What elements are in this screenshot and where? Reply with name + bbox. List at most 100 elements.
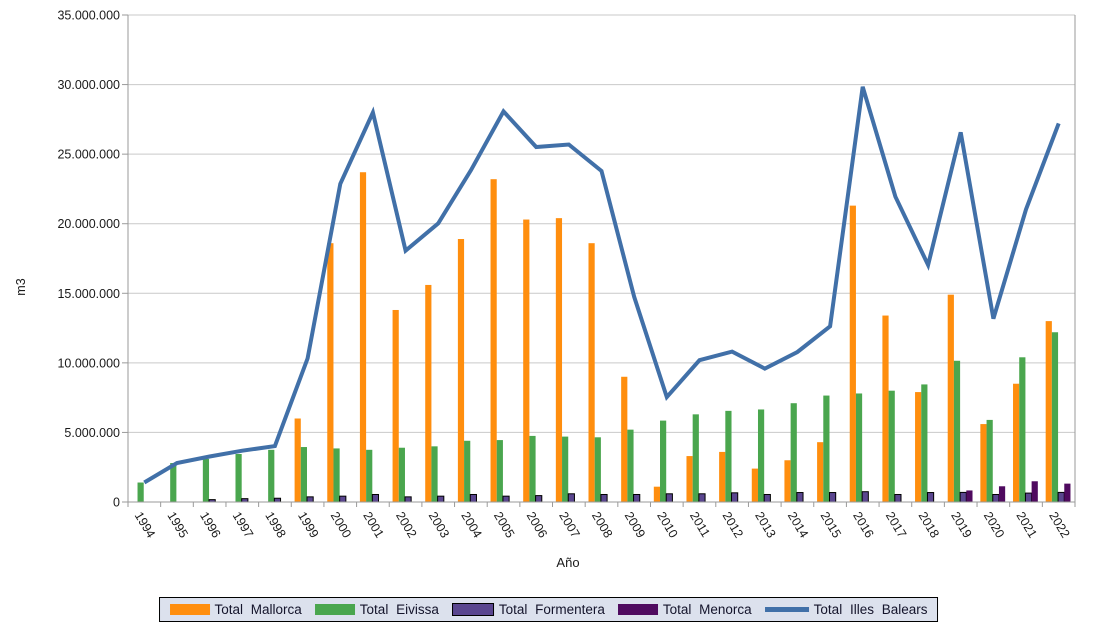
x-tick-label-1994: 1994 <box>132 509 158 540</box>
bar-total-formentera-2017 <box>894 493 902 503</box>
bar-total-eivissa-1998 <box>268 449 275 502</box>
bar-total-mallorca-2019 <box>947 294 954 502</box>
bar-total-eivissa-1996 <box>202 458 210 502</box>
x-tick-label-1995: 1995 <box>164 509 190 540</box>
legend-label-total-illes-balears: Total Illes Balears <box>813 602 928 617</box>
total-line <box>143 86 1061 485</box>
y-axis-title: m3 <box>14 278 28 295</box>
series-line-total-illes-balears <box>143 86 1061 485</box>
bar-total-eivissa-2002 <box>398 447 405 502</box>
x-axis-title: Año <box>556 555 579 570</box>
bar-total-mallorca-2015 <box>817 442 824 502</box>
legend-item-total-illes-balears: Total Illes Balears <box>764 602 928 617</box>
bar-total-formentera-2021 <box>1024 492 1033 503</box>
bar-total-eivissa-1995 <box>170 463 177 502</box>
x-tick-label-1998: 1998 <box>262 509 288 540</box>
bar-total-eivissa-2012 <box>725 410 732 502</box>
bar-total-formentera-2009 <box>633 493 641 503</box>
legend-item-total-formentera: Total Formentera <box>451 602 605 617</box>
bar-total-eivissa-2001 <box>366 449 373 502</box>
bar-total-mallorca-2007 <box>555 218 563 502</box>
bar-total-eivissa-1997 <box>235 454 242 502</box>
bar-total-eivissa-2017 <box>888 390 895 502</box>
bar-total-mallorca-2016 <box>849 205 856 502</box>
x-tick-label-1997: 1997 <box>230 509 256 540</box>
bar-total-mallorca-2005 <box>490 179 497 502</box>
bar-total-mallorca-2020 <box>980 424 987 502</box>
bar-total-mallorca-2001 <box>359 172 367 503</box>
bar-total-formentera-2004 <box>469 493 477 503</box>
y-tick-label-1: 5.000.000 <box>64 426 120 440</box>
bar-total-mallorca-2000 <box>327 243 334 502</box>
bar-total-formentera-2013 <box>763 493 771 503</box>
x-tick-label-2021: 2021 <box>1013 509 1039 540</box>
x-tick-label-2002: 2002 <box>393 509 419 540</box>
bar-total-mallorca-2022 <box>1045 321 1052 502</box>
y-axis-labels: 0 5.000.000 10.000.000 15.000.000 20.000.000… <box>57 9 120 510</box>
bar-total-eivissa-2011 <box>692 414 699 502</box>
bar-total-mallorca-2012 <box>719 451 726 502</box>
x-tick-label-2010: 2010 <box>654 509 680 540</box>
bar-total-eivissa-2021 <box>1019 357 1026 502</box>
legend-swatch-total-eivissa <box>314 604 355 615</box>
x-tick-label-2014: 2014 <box>785 509 811 540</box>
legend-label-total-mallorca: Total Mallorca <box>214 602 302 617</box>
legend-item-total-mallorca: Total Mallorca <box>169 602 302 617</box>
x-tick-label-2013: 2013 <box>752 509 778 540</box>
bar-total-eivissa-1999 <box>300 447 307 502</box>
bar-total-menorca-2020 <box>998 486 1006 502</box>
x-tick-label-2000: 2000 <box>328 509 354 540</box>
bar-total-formentera-2005 <box>502 495 510 503</box>
x-tick-label-2019: 2019 <box>948 509 974 540</box>
bar-total-formentera-2003 <box>437 495 445 503</box>
bar-total-menorca-2019 <box>966 490 973 502</box>
bar-total-formentera-2000 <box>339 495 347 503</box>
legend-swatch-total-formentera <box>451 603 494 616</box>
bar-total-formentera-2008 <box>600 493 608 503</box>
bar-total-mallorca-2003 <box>425 284 432 502</box>
bar-total-formentera-2007 <box>567 493 575 503</box>
bar-total-mallorca-2014 <box>784 460 791 502</box>
legend-swatch-total-menorca <box>617 604 658 615</box>
legend: Total Mallorca Total Eivissa Total Forment… <box>158 597 939 622</box>
bar-total-formentera-2020 <box>992 493 1000 503</box>
bar-total-menorca-2022 <box>1064 483 1071 502</box>
bar-total-mallorca-2010 <box>653 486 661 502</box>
bar-total-formentera-2022 <box>1057 491 1065 503</box>
x-tick-label-1999: 1999 <box>295 509 321 540</box>
legend-label-total-formentera: Total Formentera <box>498 602 605 617</box>
x-tick-label-2012: 2012 <box>720 509 746 540</box>
x-tick-label-2016: 2016 <box>850 509 876 540</box>
bar-total-mallorca-2006 <box>523 219 530 503</box>
x-tick-label-2022: 2022 <box>1046 509 1072 540</box>
bar-total-mallorca-2013 <box>751 468 758 502</box>
bar-total-eivissa-1994 <box>137 482 144 502</box>
bar-total-formentera-2019 <box>959 491 967 503</box>
bar-total-mallorca-2018 <box>915 392 922 502</box>
bar-total-eivissa-2005 <box>496 440 503 502</box>
bar-total-formentera-1998 <box>273 497 282 503</box>
bar-total-mallorca-2011 <box>686 456 693 502</box>
legend-item-total-menorca: Total Menorca <box>617 602 752 617</box>
x-tick-label-2015: 2015 <box>818 509 844 540</box>
bar-total-formentera-2006 <box>535 495 543 503</box>
x-tick-label-2003: 2003 <box>426 509 452 540</box>
bar-total-formentera-1999 <box>306 496 314 503</box>
x-tick-label-1996: 1996 <box>197 509 223 540</box>
bar-total-eivissa-2019 <box>953 360 961 502</box>
x-tick-label-2007: 2007 <box>556 509 582 540</box>
bar-total-mallorca-2002 <box>392 309 399 502</box>
bar-total-eivissa-2013 <box>757 409 765 502</box>
bar-total-mallorca-1999 <box>294 418 301 502</box>
legend-swatch-total-illes-balears <box>764 607 809 612</box>
y-tick-label-2: 10.000.000 <box>57 356 120 370</box>
bar-total-formentera-2001 <box>371 493 380 503</box>
x-tick-label-2009: 2009 <box>622 509 648 540</box>
y-tick-label-6: 30.000.000 <box>57 78 120 92</box>
x-tick-label-2004: 2004 <box>458 509 484 540</box>
bar-total-eivissa-2007 <box>562 436 569 502</box>
bar-total-mallorca-2021 <box>1013 383 1020 502</box>
x-tick-label-2001: 2001 <box>360 509 386 540</box>
bar-total-eivissa-2004 <box>464 440 471 502</box>
legend-label-total-eivissa: Total Eivissa <box>359 602 439 617</box>
